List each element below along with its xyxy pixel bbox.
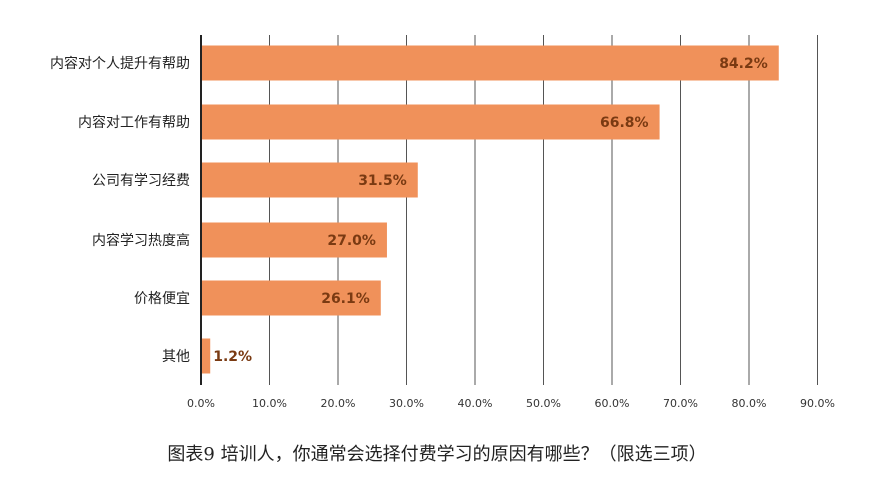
tick-label-0: 0.0%: [187, 397, 215, 410]
tick-label-70: 70.0%: [663, 397, 698, 410]
category-label-2: 公司有学习经费: [92, 173, 190, 189]
bars: [202, 45, 779, 374]
category-label-0: 内容对个人提升有帮助: [50, 55, 190, 72]
bar-5: [202, 338, 211, 374]
bar-3: [202, 222, 387, 258]
bar-0: [202, 45, 779, 81]
data-label-0: 84.2%: [719, 56, 768, 72]
data-label-3: 27.0%: [327, 233, 376, 249]
tick-label-50: 50.0%: [526, 397, 561, 410]
bar-2: [202, 162, 418, 198]
data-label-2: 31.5%: [358, 173, 407, 189]
tick-label-60: 60.0%: [595, 397, 630, 410]
tick-label-20: 20.0%: [321, 397, 356, 410]
tick-label-30: 30.0%: [389, 397, 424, 410]
tick-label-80: 80.0%: [732, 397, 767, 410]
tick-labels: 0.0% 10.0% 20.0% 30.0% 40.0% 50.0% 60.0% 70.0% 8…: [187, 397, 835, 410]
gridlines: [200, 35, 818, 385]
data-labels: 84.2% 66.8% 31.5% 27.0% 26.1% 1.2%: [213, 56, 768, 365]
category-label-1: 内容对工作有帮助: [78, 114, 190, 131]
category-label-5: 其他: [162, 349, 190, 365]
bar-1: [202, 104, 660, 140]
tick-label-90: 90.0%: [800, 397, 835, 410]
category-label-4: 价格便宜: [134, 291, 190, 307]
data-label-5: 1.2%: [213, 349, 252, 365]
tick-label-40: 40.0%: [458, 397, 493, 410]
category-label-3: 内容学习热度高: [92, 232, 190, 249]
bar-4: [202, 280, 381, 316]
tick-label-10: 10.0%: [252, 397, 287, 410]
data-label-4: 26.1%: [321, 291, 370, 307]
data-label-1: 66.8%: [600, 115, 649, 131]
figure-caption: 图表9 培训人，你通常会选择付费学习的原因有哪些？（限选三项）: [167, 444, 707, 465]
